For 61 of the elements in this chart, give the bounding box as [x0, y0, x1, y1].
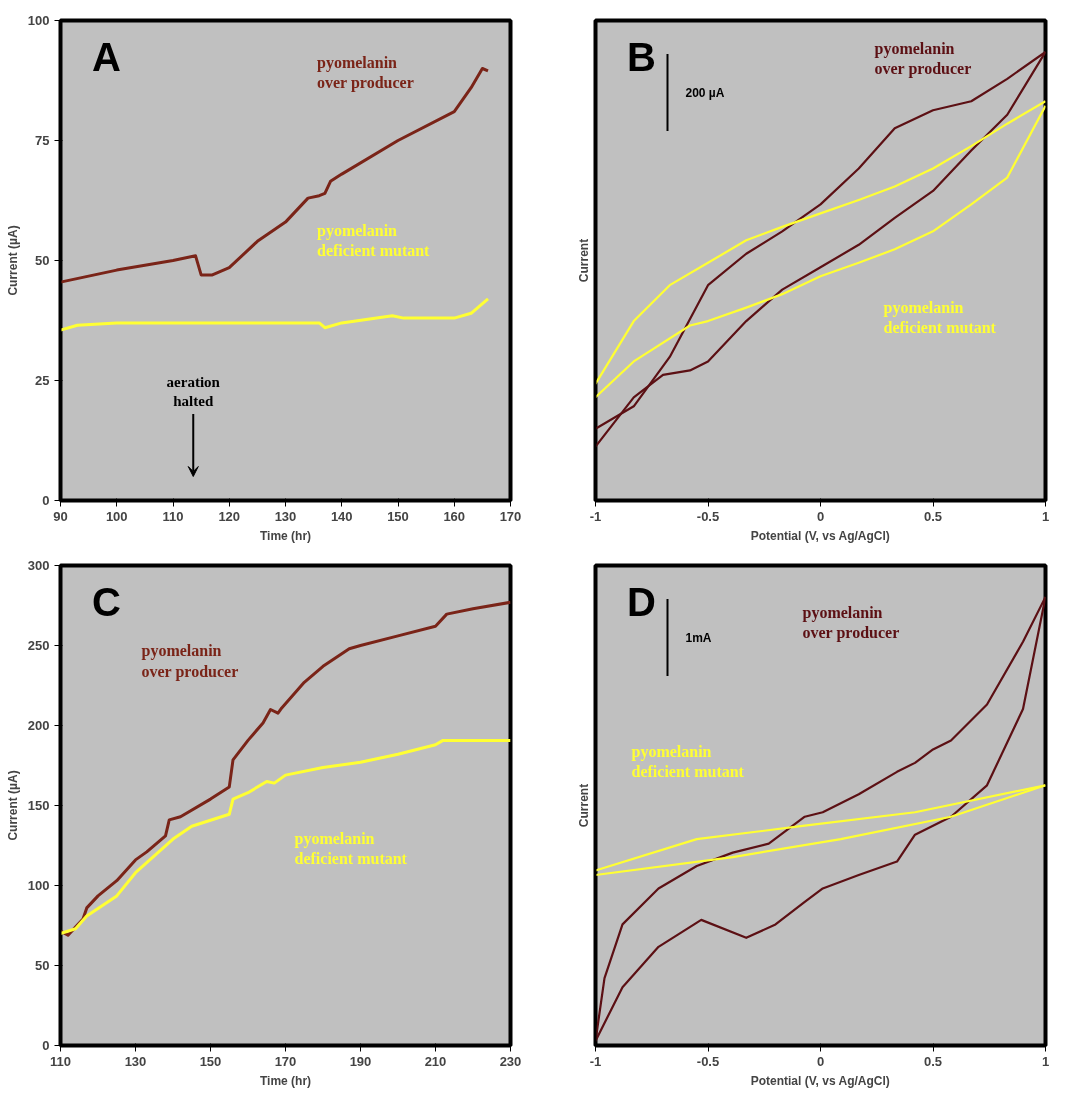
y-tick-label: 250 [27, 638, 50, 653]
annotation: 200 µA [685, 85, 725, 100]
x-tick-label: 1 [1041, 508, 1050, 524]
y-tick-label: 50 [35, 253, 50, 268]
y-tick-label: 100 [27, 878, 50, 893]
x-axis-title: Potential (V, vs Ag/AgCl) [750, 1073, 890, 1088]
x-tick-label: -1 [589, 508, 602, 524]
x-tick-label: 100 [105, 508, 128, 524]
y-axis-title: Current [576, 238, 591, 283]
x-tick-label: 0 [816, 1053, 825, 1069]
x-axis-title: Time (hr) [259, 528, 312, 543]
text: pyomelanin deficient mutant [883, 298, 997, 337]
text: pyomelanin deficient mutant [317, 222, 431, 260]
x-tick-label: 170 [274, 1053, 297, 1069]
x-tick-label: 150 [387, 508, 409, 524]
annotation: C [92, 579, 121, 624]
x-tick-label: -0.5 [696, 1053, 720, 1069]
x-tick-label: 110 [50, 1053, 71, 1069]
annotation: aeration halted [166, 374, 221, 410]
text: pyomelanin over producer [317, 54, 414, 93]
x-tick-label: 190 [349, 1053, 372, 1069]
text: pyomelanin over producer [141, 642, 239, 681]
x-axis-title: Potential (V, vs Ag/AgCl) [750, 528, 890, 543]
y-axis-title: Current (µA) [5, 225, 20, 296]
y-tick-label: 0 [42, 493, 50, 508]
x-tick-label: 0.5 [923, 508, 943, 524]
y-tick-label: 100 [27, 13, 50, 28]
y-tick-label: 75 [35, 133, 50, 148]
x-tick-label: 150 [199, 1053, 222, 1069]
x-tick-label: 170 [499, 508, 522, 524]
y-tick-label: 150 [27, 798, 50, 813]
y-tick-label: 50 [35, 958, 50, 973]
annotation: A [92, 34, 121, 79]
x-tick-label: 210 [424, 1053, 447, 1069]
text: pyomelanin deficient mutant [631, 743, 745, 781]
text: pyomelanin over producer [802, 603, 900, 643]
annotation: B [627, 34, 656, 79]
x-tick-label: 0.5 [923, 1053, 943, 1069]
x-tick-label: -1 [589, 1053, 602, 1069]
y-tick-label: 300 [27, 558, 50, 573]
x-tick-label: 160 [443, 508, 466, 524]
y-tick-label: 25 [35, 373, 50, 388]
y-tick-label: 200 [27, 718, 50, 733]
y-tick-label: 0 [42, 1038, 50, 1053]
text: pyomelanin deficient mutant [294, 829, 408, 867]
x-tick-label: 130 [124, 1053, 147, 1069]
annotation: D [627, 579, 656, 624]
x-axis-title: Time (hr) [259, 1073, 312, 1088]
x-tick-label: 110 [162, 508, 184, 524]
x-tick-label: 120 [218, 508, 241, 524]
series-label: pyomelanin over producer [874, 39, 972, 79]
x-tick-label: 90 [53, 508, 68, 524]
x-tick-label: 230 [499, 1053, 522, 1069]
x-tick-label: 0 [816, 508, 825, 524]
x-tick-label: 130 [274, 508, 297, 524]
x-tick-label: 1 [1041, 1053, 1050, 1069]
y-axis-title: Current [576, 783, 591, 828]
x-tick-label: -0.5 [696, 508, 720, 524]
y-axis-title: Current (µA) [5, 770, 20, 841]
x-tick-label: 140 [330, 508, 353, 524]
annotation: 1mA [685, 630, 712, 645]
